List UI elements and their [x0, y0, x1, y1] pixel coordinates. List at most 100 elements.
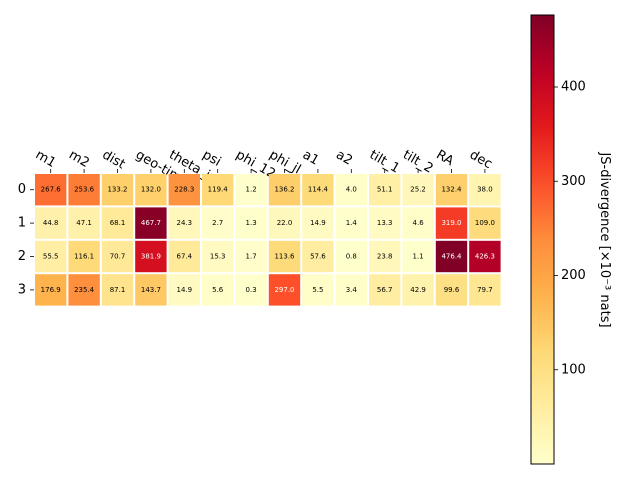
row-labels: 0 1 2 3 [18, 182, 34, 297]
cell-value-label: 143.7 [141, 286, 161, 294]
heatmap-cell [68, 240, 100, 273]
cell-value-label: 1.7 [246, 253, 257, 261]
cell-value-label: 13.3 [377, 219, 393, 227]
heatmap-cell [135, 174, 167, 206]
heatmap-cell [235, 240, 267, 273]
cell-value-label: 15.3 [210, 253, 226, 261]
heatmap-cell [135, 274, 167, 306]
heatmap-cell [235, 207, 267, 239]
cell-value-label: 57.6 [310, 253, 326, 261]
cell-value-label: 113.6 [274, 253, 295, 261]
heatmap-cell [135, 207, 167, 239]
cell-value-label: 25.2 [410, 186, 426, 194]
colorbar-tick-label: 400 [561, 80, 586, 95]
heatmap-cell [35, 207, 67, 239]
column-label: a2 [333, 147, 355, 168]
cell-value-label: 1.2 [246, 186, 257, 194]
heatmap-cell [402, 207, 434, 239]
cell-value-label: 99.6 [444, 286, 460, 294]
cell-value-label: 4.6 [413, 219, 425, 227]
cell-value-label: 1.3 [246, 219, 257, 227]
heatmap-cell [135, 240, 167, 273]
cell-value-label: 79.7 [477, 286, 493, 294]
heatmap-cell [268, 274, 301, 306]
heatmap-cell [402, 174, 434, 206]
heatmap-cell [168, 240, 200, 273]
heatmap-cell [369, 207, 401, 239]
heatmap-cells: 267.6 253.6 133.2 132.0 228.3 119.4 1.2 136.2 11… [35, 174, 501, 306]
heatmap-cell [168, 207, 200, 239]
heatmap-cell [402, 274, 434, 306]
heatmap-cell [369, 240, 401, 273]
cell-value-label: 70.7 [110, 253, 126, 261]
cell-value-label: 2.7 [212, 219, 223, 227]
cell-value-label: 47.1 [76, 219, 92, 227]
cell-value-label: 136.2 [274, 186, 294, 194]
column-label: dec [467, 147, 495, 172]
cell-value-label: 267.6 [41, 186, 62, 194]
cell-value-label: 23.8 [377, 253, 393, 261]
column-label: dist [100, 147, 128, 172]
cell-value-label: 132.0 [141, 186, 161, 194]
cell-value-label: 42.9 [410, 286, 426, 294]
heatmap-cell [268, 240, 301, 273]
heatmap-cell [302, 274, 334, 306]
cell-value-label: 22.0 [277, 219, 293, 227]
colorbar-gradient [530, 14, 555, 465]
cell-value-label: 5.6 [212, 286, 224, 294]
row-label: 3 [18, 282, 26, 297]
cell-value-label: 14.9 [310, 219, 326, 227]
heatmap-cell [302, 207, 334, 239]
cell-value-label: 51.1 [377, 186, 393, 194]
heatmap-cell [35, 174, 67, 206]
cell-value-label: 297.0 [274, 286, 294, 294]
heatmap-cell [168, 274, 200, 306]
cell-value-label: 24.3 [177, 219, 193, 227]
cell-value-label: 426.3 [475, 253, 495, 261]
heatmap-cell [101, 274, 134, 306]
heatmap-cell [402, 240, 434, 273]
column-label: RA [434, 147, 457, 169]
cell-value-label: 1.1 [413, 253, 424, 261]
cell-value-label: 87.1 [110, 286, 126, 294]
cell-value-label: 56.7 [377, 286, 393, 294]
heatmap-cell [435, 207, 468, 239]
column-label: m2 [66, 147, 92, 170]
cell-value-label: 467.7 [141, 219, 161, 227]
cell-value-label: 1.4 [346, 219, 358, 227]
heatmap-cell [101, 240, 134, 273]
heatmap-cell [469, 207, 501, 239]
cell-value-label: 67.4 [177, 253, 193, 261]
heatmap-cell [68, 274, 100, 306]
heatmap-cell [101, 174, 134, 206]
cell-value-label: 0.3 [246, 286, 257, 294]
cell-value-label: 253.6 [74, 186, 95, 194]
colorbar-tick-label: 200 [561, 268, 586, 283]
cell-value-label: 44.8 [43, 219, 59, 227]
cell-value-label: 476.4 [441, 253, 462, 261]
heatmap-cell [435, 174, 468, 206]
heatmap-cell [202, 274, 234, 306]
cell-value-label: 381.9 [141, 253, 161, 261]
heatmap-cell [302, 240, 334, 273]
cell-value-label: 3.4 [346, 286, 358, 294]
heatmap-cell [435, 240, 468, 273]
heatmap-cell [235, 174, 267, 206]
heatmap-cell [302, 174, 334, 206]
cell-value-label: 319.0 [441, 219, 461, 227]
cell-value-label: 109.0 [475, 219, 495, 227]
colorbar-label: JS-divergence [×10⁻³ nats] [597, 151, 612, 327]
heatmap-cell [268, 207, 301, 239]
heatmap-cell [335, 207, 367, 239]
cell-value-label: 68.1 [110, 219, 126, 227]
heatmap-cell [168, 174, 200, 206]
colorbar-ticks: 100 200 300 400 [554, 80, 586, 377]
cell-value-label: 0.8 [346, 253, 357, 261]
row-label: 1 [18, 216, 26, 231]
cell-value-label: 235.4 [74, 286, 95, 294]
heatmap-cell [202, 207, 234, 239]
cell-value-label: 38.0 [477, 186, 493, 194]
heatmap-cell [101, 207, 134, 239]
cell-value-label: 4.0 [346, 186, 357, 194]
